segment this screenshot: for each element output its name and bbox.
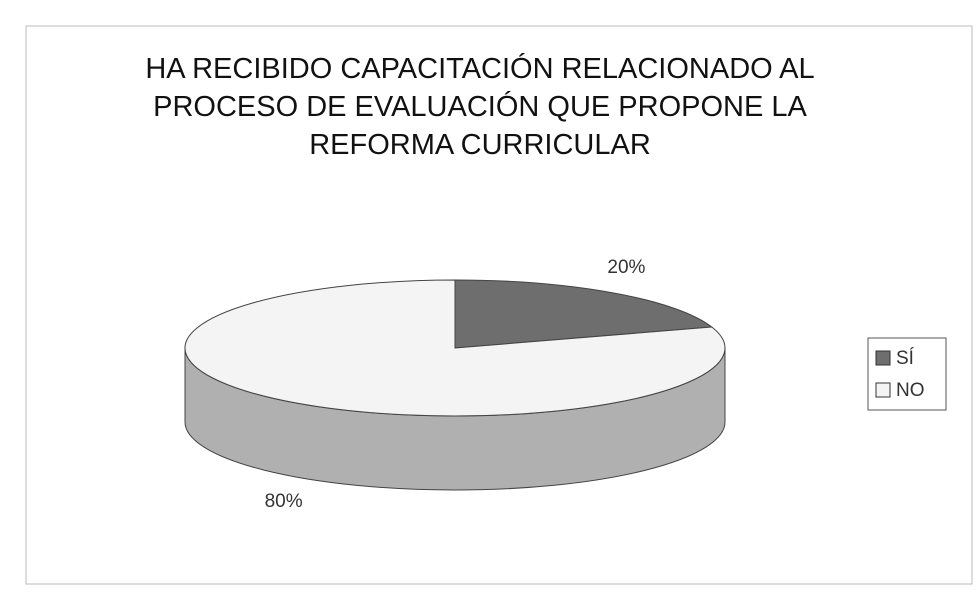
- data-label: 20%: [607, 257, 645, 278]
- chart-border: [25, 25, 973, 585]
- legend-swatch: [875, 350, 891, 366]
- legend-box: [867, 337, 947, 411]
- legend-label: NO: [896, 380, 925, 401]
- slice: [454, 279, 714, 349]
- data-label: 80%: [265, 491, 303, 512]
- slice: [184, 279, 726, 417]
- legend-label: SÍ: [896, 348, 915, 369]
- chart-title: HA RECIBIDO CAPACITACIÓN RELACIONADO AL …: [145, 53, 815, 161]
- legend-swatch: [875, 382, 891, 398]
